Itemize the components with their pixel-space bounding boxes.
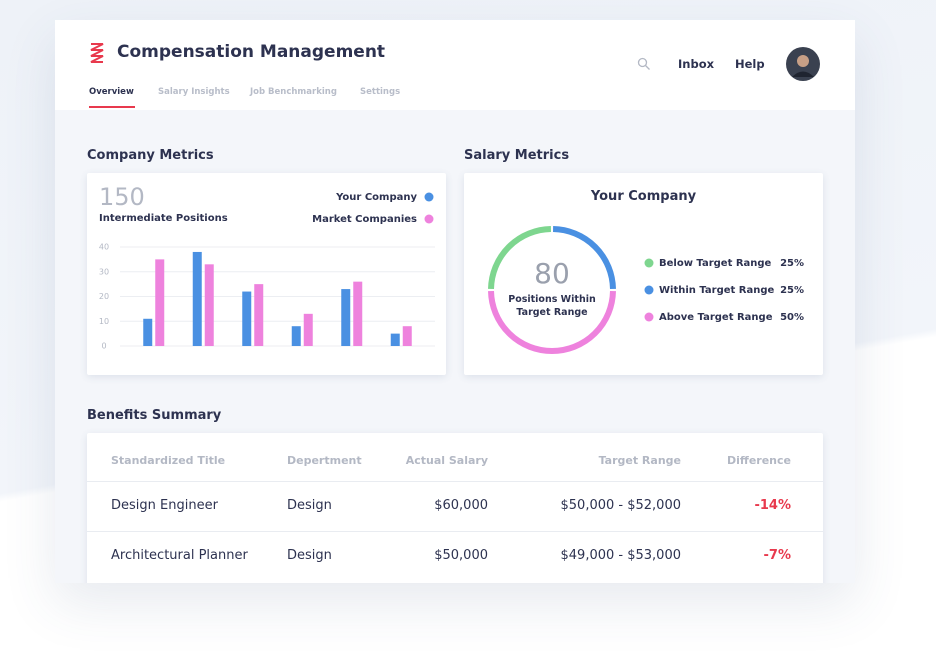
total-value: 150 <box>99 183 145 211</box>
bar <box>390 333 400 346</box>
nav-tab[interactable]: Overview <box>89 87 134 97</box>
legend-label: Above Target Range <box>659 312 773 323</box>
table-cell: $49,000 - $53,000 <box>560 548 681 563</box>
legend-label: Your Company <box>335 192 417 203</box>
section-heading: Salary Metrics <box>464 148 570 163</box>
table-cell: $60,000 <box>434 498 488 513</box>
center-label: Positions Within Target Range <box>508 294 596 318</box>
legend-label: Below Target Range <box>659 258 772 269</box>
legend-swatch <box>644 312 654 322</box>
section-heading: Benefits Summary <box>87 408 222 423</box>
card-title: Your Company <box>590 189 697 204</box>
column-header: Difference <box>727 454 791 467</box>
salary-metrics-card: Your Company Below Target Range 25% Within… <box>464 173 823 375</box>
app-window: Compensation Management Overview Salary … <box>55 20 855 583</box>
bar <box>402 326 412 346</box>
table-cell: Architectural Planner <box>111 548 248 563</box>
value-label: 50% <box>780 312 804 323</box>
help-link[interactable]: Help <box>735 57 765 71</box>
row-divider <box>87 481 823 482</box>
column-header: Actual Salary <box>405 454 488 467</box>
bar <box>143 318 153 346</box>
donut-segment <box>488 291 616 355</box>
table-cell: -14% <box>754 498 791 513</box>
avatar[interactable] <box>785 46 821 82</box>
y-tick-label: 20 <box>99 292 109 301</box>
column-header: Target Range <box>598 454 681 467</box>
column-header: Standardized Title <box>111 454 226 467</box>
legend-swatch <box>644 258 654 268</box>
legend-swatch <box>424 192 434 202</box>
nav-tab[interactable]: Job Benchmarking <box>250 87 337 97</box>
row-divider <box>87 531 823 532</box>
value-label: 25% <box>780 258 804 269</box>
y-tick-label: 0 <box>101 342 106 351</box>
legend-swatch <box>424 214 434 224</box>
top-bar: Compensation Management Overview Salary … <box>55 20 855 110</box>
inbox-link[interactable]: Inbox <box>678 57 715 71</box>
y-tick-label: 10 <box>99 317 109 326</box>
table-cell: Design <box>287 548 332 563</box>
donut-chart: Below Target Range 25% Within Target Range… <box>488 226 804 355</box>
bar <box>204 264 214 346</box>
table-cell: $50,000 - $52,000 <box>560 498 681 513</box>
nav-tab[interactable]: Settings <box>360 87 401 97</box>
y-tick-label: 40 <box>99 243 109 252</box>
center-value: 80 <box>534 257 570 290</box>
total-label: Intermediate Positions <box>99 213 228 224</box>
table-cell: Design <box>287 498 332 513</box>
legend-swatch <box>644 285 654 295</box>
company-metrics-card: 150 Intermediate Positions 0 10 20 30 40 Your… <box>87 173 446 375</box>
bar <box>192 251 202 346</box>
legend-label: Within Target Range <box>659 285 775 296</box>
logo <box>90 43 104 63</box>
active-tab-underline <box>89 106 135 108</box>
table-cell: Design Engineer <box>111 498 218 513</box>
donut-segment <box>488 226 552 290</box>
table-cell: -7% <box>763 548 791 563</box>
bar <box>254 284 264 346</box>
bar <box>303 313 313 346</box>
y-tick-label: 30 <box>99 267 109 276</box>
bar <box>353 281 363 346</box>
nav-tab[interactable]: Salary Insights <box>158 87 230 97</box>
app-title: Compensation Management <box>117 42 386 62</box>
bar-chart: 0 10 20 30 40 Your Company Market Companies <box>99 192 435 351</box>
table-cell: $50,000 <box>434 548 488 563</box>
column-header: Depertment <box>287 454 362 467</box>
benefits-table: Standardized Title Depertment Actual Salar… <box>87 433 823 583</box>
donut-segment <box>552 226 616 290</box>
bar <box>242 291 252 346</box>
bar <box>341 289 351 346</box>
bar <box>155 259 165 346</box>
search-icon[interactable] <box>637 57 651 71</box>
legend-label: Market Companies <box>312 214 417 225</box>
section-heading: Company Metrics <box>87 148 214 163</box>
bar <box>291 326 301 346</box>
value-label: 25% <box>780 285 804 296</box>
